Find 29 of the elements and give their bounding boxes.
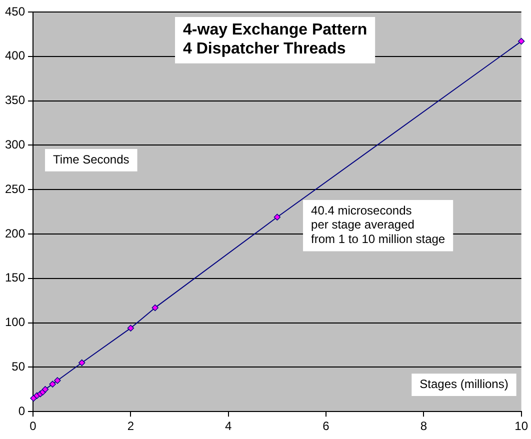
y-tick-label: 100: [4, 315, 26, 330]
y-tick-label: 350: [4, 93, 26, 108]
x-tick-label: 6: [322, 419, 330, 434]
point: [42, 386, 49, 393]
y-tick-label: 150: [4, 270, 26, 285]
x-tick-label: 4: [225, 419, 232, 434]
y-tick-label: 400: [4, 48, 26, 63]
point: [518, 38, 525, 45]
point: [274, 214, 281, 220]
y-tick-label: 450: [4, 4, 26, 18]
point: [78, 359, 86, 366]
y-tick-label: 300: [4, 138, 26, 152]
y-tick-label: 250: [4, 182, 26, 196]
x-tick-label: 0: [30, 419, 37, 434]
point: [49, 380, 56, 388]
point: [127, 324, 134, 332]
point: [152, 304, 158, 312]
annotation: 40.4 microseconds per stage averaged from 1 to 10 million stage: [311, 203, 446, 246]
y-tick-label: 0: [18, 404, 26, 418]
text: 4-way Exchange Pattern 4 Dispatcher Threads: [183, 21, 368, 58]
x-tick-label: 8: [420, 419, 428, 434]
y-tick-label: 50: [12, 360, 26, 374]
point: [54, 377, 61, 384]
x-tick-label: 2: [127, 419, 134, 434]
y-axis-title: Time Seconds: [53, 152, 130, 166]
y-tick-label: 200: [4, 226, 26, 240]
point: [30, 394, 37, 402]
x-tick-label: 10: [514, 419, 528, 434]
x-axis-title: Stages (millions): [420, 376, 508, 391]
